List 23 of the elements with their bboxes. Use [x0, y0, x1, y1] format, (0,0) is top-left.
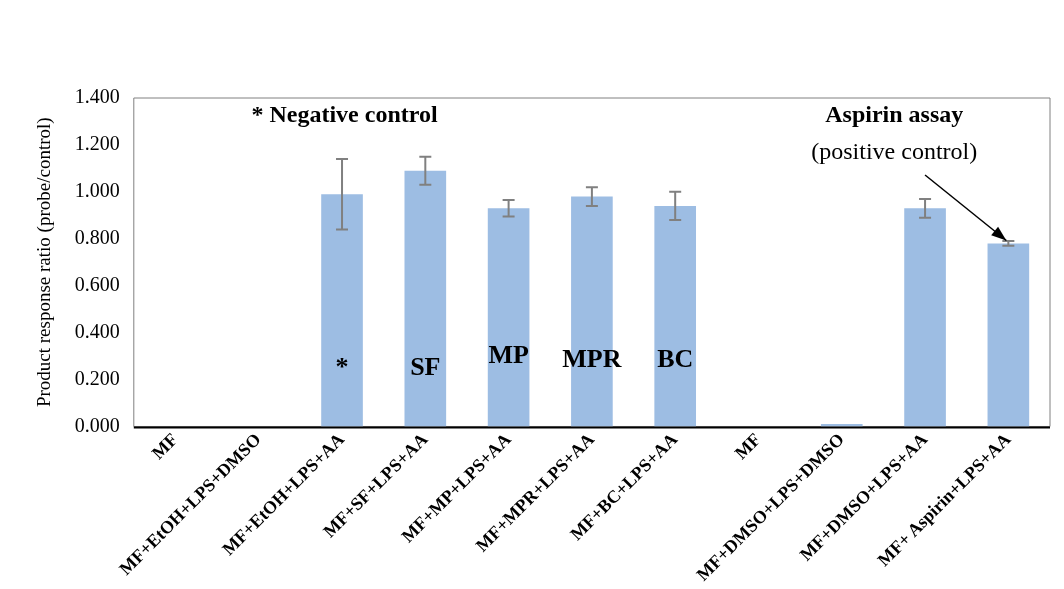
y-tick-label: 1.200 — [74, 132, 120, 155]
bar — [404, 170, 447, 427]
annotation: SF — [410, 351, 441, 381]
y-tick-label: 0.600 — [74, 272, 120, 295]
y-tick-label: 1.000 — [74, 179, 120, 202]
bar — [904, 208, 946, 427]
annotation: MP — [488, 339, 529, 369]
annotation: MPR — [562, 344, 622, 374]
annotation: * Negative control — [251, 101, 438, 128]
y-tick-label: 0.000 — [74, 413, 120, 436]
y-tick-label: 0.400 — [74, 319, 120, 342]
y-tick-label: 1.400 — [74, 85, 120, 108]
annotation: * — [335, 351, 349, 381]
bar — [487, 208, 530, 427]
annotation: BC — [657, 344, 694, 374]
annotation: (positive control) — [811, 138, 978, 165]
bar — [987, 243, 1030, 427]
bar — [654, 205, 697, 427]
annotation: Aspirin assay — [825, 101, 964, 128]
bar — [321, 194, 363, 427]
y-tick-label: 0.200 — [74, 366, 120, 389]
y-tick-label: 0.800 — [74, 226, 120, 249]
y-axis-title: Product response ratio (probe/control) — [33, 117, 56, 408]
